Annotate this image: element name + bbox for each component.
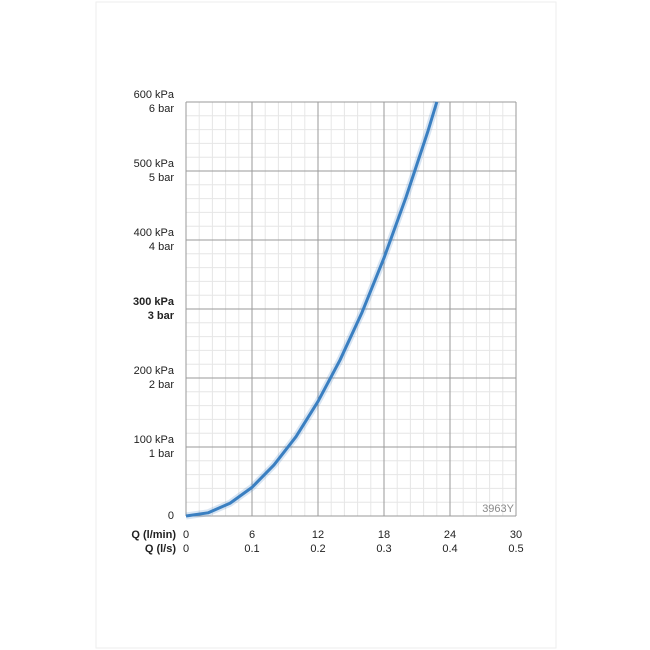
y-tick-label-bar: 6 bar [149, 103, 174, 115]
y-tick-label-bar: 4 bar [149, 241, 174, 253]
annotation: 3963Y [482, 503, 514, 515]
line [185, 101, 439, 518]
y-tick-label: 500 kPa [134, 158, 175, 170]
y-tick-label: 100 kPa [134, 434, 175, 446]
x-tick-label: 24 [444, 529, 456, 541]
x2-tick-label: 0.3 [376, 543, 391, 555]
grid [185, 101, 517, 517]
x-tick-label: 18 [378, 529, 390, 541]
x2-tick-label: 0.1 [244, 543, 259, 555]
y-tick-label: 200 kPa [134, 365, 175, 377]
x2-tick-label: 0.2 [310, 543, 325, 555]
y-tick-label: 300 kPa [133, 296, 175, 308]
x2-axis-label: Q (l/s) [145, 543, 177, 555]
y-tick-label-bar: 3 bar [148, 310, 175, 322]
y-tick-label: 400 kPa [134, 227, 175, 239]
x2-tick-label: 0 [183, 543, 189, 555]
x2-tick-label: 0.4 [442, 543, 457, 555]
page-frame [95, 1, 557, 649]
x-tick-label: 0 [183, 529, 189, 541]
y-tick-label-bar: 5 bar [149, 172, 174, 184]
x-axis-label: Q (l/min) [131, 529, 176, 541]
x-tick-label: 6 [249, 529, 255, 541]
y-tick-label-bar: 1 bar [149, 448, 174, 460]
x-tick-label: 12 [312, 529, 324, 541]
y-tick-label-bar: 2 bar [149, 379, 174, 391]
x-tick-label: 30 [510, 529, 522, 541]
x2-tick-label: 0.5 [508, 543, 523, 555]
y-tick-label: 0 [168, 510, 174, 522]
y-tick-label: 600 kPa [134, 89, 175, 101]
